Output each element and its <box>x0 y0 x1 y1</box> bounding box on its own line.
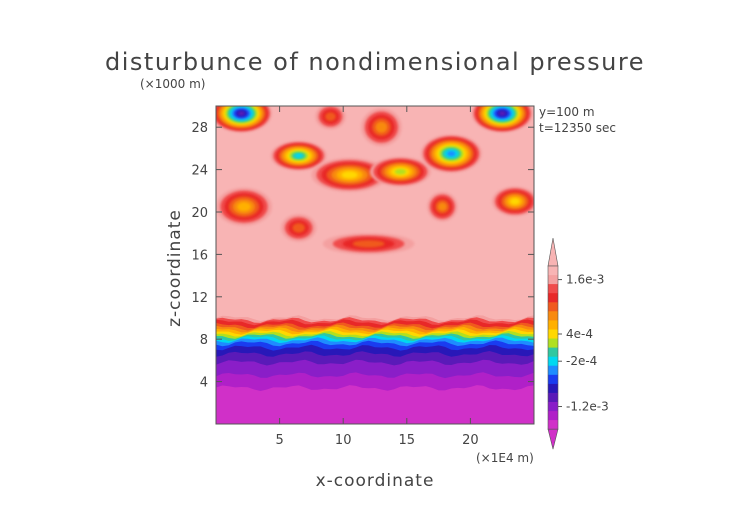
chart-title: disturbunce of nondimensional pressure <box>105 48 645 76</box>
y-tick-label: 24 <box>191 164 208 179</box>
colorbar-label: -2e-4 <box>566 354 597 368</box>
cell-contour <box>498 111 506 116</box>
colorbar-swatch <box>548 320 558 330</box>
cell-contour <box>394 168 407 175</box>
colorbar-swatch <box>548 338 558 349</box>
y-axis: 4 8 12 16 20 24 28 <box>191 121 534 391</box>
cell-contour <box>237 202 251 212</box>
y-tick-label: 8 <box>200 333 208 348</box>
colorbar-label: -1.2e-3 <box>566 400 609 414</box>
colorbar-frame <box>547 265 559 430</box>
y-tick-label: 12 <box>191 291 208 306</box>
colorbar-swatch <box>548 383 558 394</box>
x-tick-label: 10 <box>335 433 352 448</box>
y-unit-label: (×1000 m) <box>140 77 205 91</box>
cell-contour <box>325 112 336 121</box>
x-tick-label: 20 <box>462 433 479 448</box>
cell-contour <box>438 202 447 211</box>
cell-contour <box>238 111 245 116</box>
colorbar-swatch <box>548 420 558 430</box>
colorbar-bottom-arrow <box>547 428 559 450</box>
colorbar-swatch <box>548 293 558 303</box>
x-tick-label: 15 <box>399 433 416 448</box>
cell-contour <box>447 151 456 157</box>
colorbar-swatch <box>548 356 558 367</box>
y-tick-label: 20 <box>191 206 208 221</box>
colorbar: 1.6e-3 4e-4 -2e-4 -1.2e-3 <box>547 237 609 450</box>
cell-contour <box>510 198 520 205</box>
cell-contour <box>341 171 358 179</box>
y-tick-label: 4 <box>200 376 208 391</box>
colorbar-swatch <box>548 311 558 321</box>
colorbar-swatch <box>548 392 558 403</box>
colorbar-swatch <box>548 284 558 294</box>
colorbar-swatch <box>548 275 558 285</box>
y-axis-label: z-coordinate <box>165 209 185 327</box>
upper-cells <box>216 106 534 255</box>
x-tick-label: 5 <box>275 433 283 448</box>
colorbar-swatch <box>548 329 558 340</box>
plot-area <box>216 106 534 424</box>
annotation-t: t=12350 sec <box>539 121 616 135</box>
colorbar-swatch <box>548 302 558 312</box>
colorbar-swatch <box>548 374 558 385</box>
cell-contour <box>294 153 303 158</box>
cell-contour <box>375 121 388 133</box>
x-axis-label: x-coordinate <box>316 471 435 491</box>
colorbar-label: 4e-4 <box>566 327 593 341</box>
colorbar-swatch <box>548 347 558 358</box>
contour-band <box>216 385 534 424</box>
y-tick-label: 28 <box>191 121 208 136</box>
annotation-y: y=100 m <box>539 105 595 119</box>
x-unit-label: (×1E4 m) <box>476 451 534 465</box>
colorbar-swatch <box>548 402 558 412</box>
x-axis: 5 10 15 20 <box>275 106 479 448</box>
plot-frame <box>215 105 535 425</box>
colorbar-top-arrow <box>547 237 559 267</box>
cell-contour <box>292 223 305 233</box>
cell-contour <box>352 240 385 248</box>
contour-bands <box>216 315 534 424</box>
colorbar-swatch <box>548 266 558 276</box>
colorbar-label: 1.6e-3 <box>566 273 604 287</box>
colorbar-swatch <box>548 411 558 421</box>
y-tick-label: 16 <box>191 248 208 263</box>
colorbar-swatch <box>548 365 558 376</box>
